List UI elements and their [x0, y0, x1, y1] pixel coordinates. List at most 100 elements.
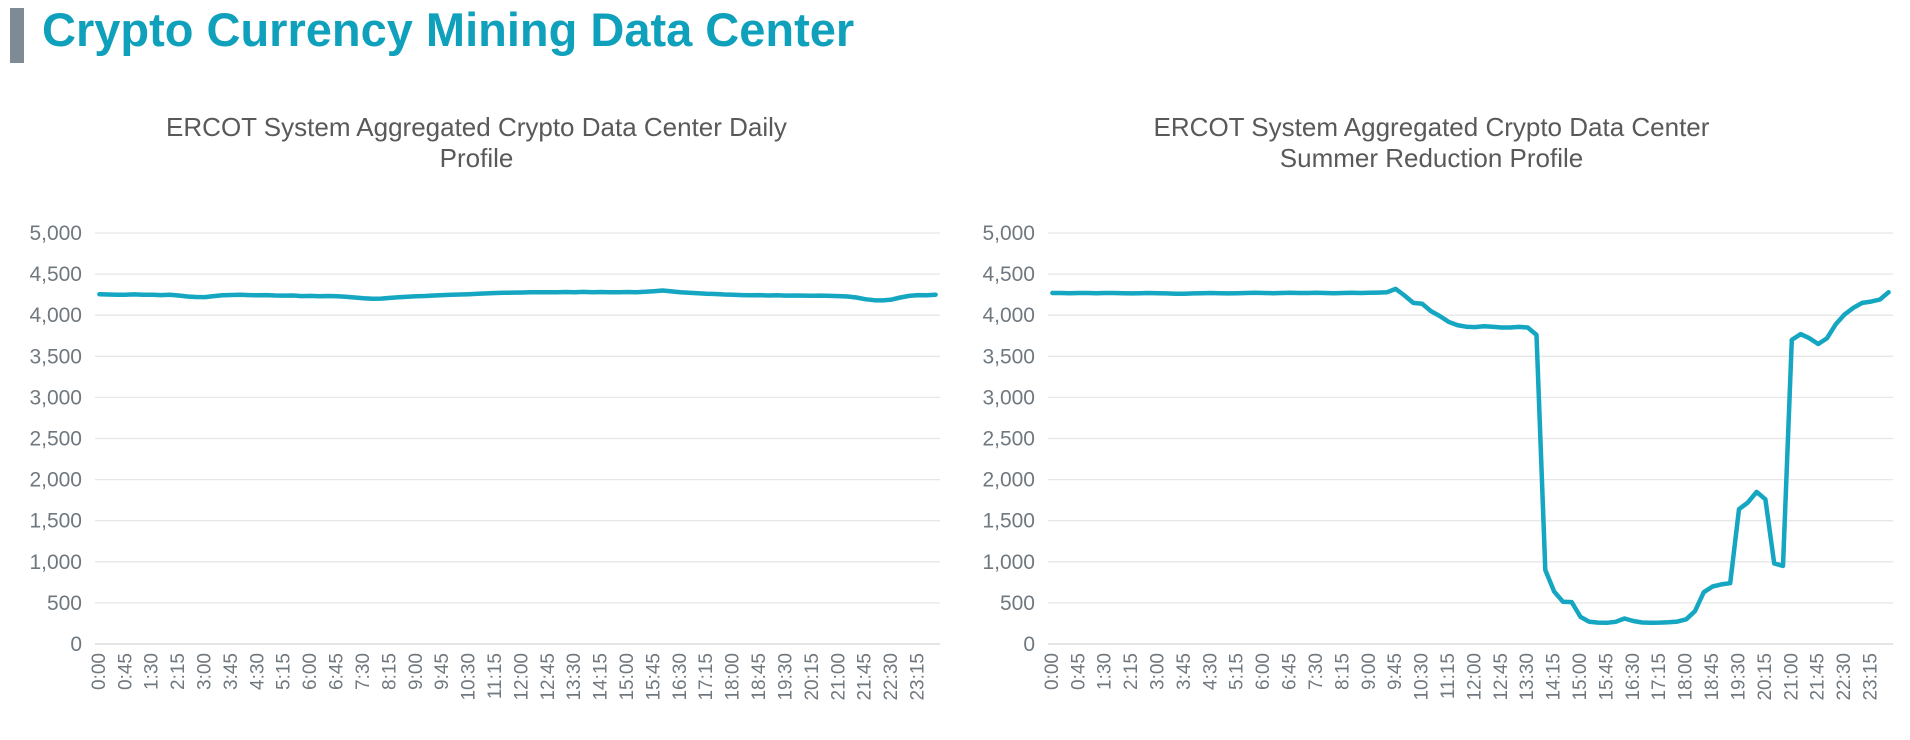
x-tick-label: 3:45: [1174, 653, 1195, 690]
y-tick-label: 4,500: [982, 263, 1035, 286]
y-tick-label: 1,500: [982, 510, 1035, 533]
x-tick-label: 19:30: [1728, 653, 1749, 701]
x-tick-label: 0:00: [1042, 653, 1063, 690]
x-tick-label: 20:15: [802, 653, 823, 701]
y-tick-label: 500: [1000, 592, 1035, 615]
x-tick-label: 8:15: [379, 653, 400, 690]
x-tick-label: 15:00: [1570, 653, 1591, 701]
x-tick-label: 17:15: [1649, 653, 1670, 701]
x-tick-label: 22:30: [1834, 653, 1855, 701]
x-tick-label: 17:15: [696, 653, 717, 701]
x-tick-label: 18:00: [723, 653, 744, 701]
x-tick-label: 16:30: [1623, 653, 1644, 701]
x-tick-label: 13:30: [1517, 653, 1538, 701]
x-tick-label: 6:45: [327, 653, 348, 690]
x-tick-label: 15:45: [643, 653, 664, 701]
x-tick-label: 11:15: [1438, 653, 1459, 699]
x-tick-label: 20:15: [1755, 653, 1776, 701]
x-tick-label: 12:00: [1464, 653, 1485, 701]
x-tick-label: 18:00: [1676, 653, 1697, 701]
y-tick-label: 4,000: [982, 304, 1035, 327]
chart-title-daily-line1: ERCOT System Aggregated Crypto Data Cent…: [166, 112, 787, 142]
x-tick-label: 21:45: [855, 653, 876, 701]
y-tick-label: 2,500: [982, 428, 1035, 451]
y-tick-label: 500: [47, 592, 82, 615]
y-tick-label: 3,500: [982, 345, 1035, 368]
x-tick-label: 9:45: [432, 653, 453, 690]
y-tick-label: 5,000: [29, 222, 82, 245]
y-tick-label: 5,000: [982, 222, 1035, 245]
data-series-line: [1050, 286, 1891, 626]
x-tick-label: 9:00: [1359, 653, 1380, 690]
y-tick-label: 4,000: [29, 304, 82, 327]
chart-title-summer: ERCOT System Aggregated Crypto Data Cent…: [953, 112, 1910, 174]
x-tick-label: 0:00: [89, 653, 110, 690]
x-tick-label: 12:00: [511, 653, 532, 701]
chart-title-summer-line2: Summer Reduction Profile: [1279, 143, 1584, 173]
x-tick-label: 12:45: [1491, 653, 1512, 701]
y-tick-label: 2,500: [29, 428, 82, 451]
y-tick-label: 1,000: [982, 551, 1035, 574]
y-tick-label: 1,000: [29, 551, 82, 574]
x-tick-label: 6:00: [1253, 653, 1274, 690]
x-tick-label: 21:45: [1808, 653, 1829, 701]
x-tick-label: 23:15: [1860, 653, 1881, 701]
x-tick-label: 8:15: [1332, 653, 1353, 690]
chart-title-daily-line2: Profile: [439, 143, 514, 173]
x-tick-label: 3:45: [221, 653, 242, 690]
x-tick-label: 0:45: [115, 653, 136, 690]
chart-daily-profile: ERCOT System Aggregated Crypto Data Cent…: [0, 105, 953, 740]
x-tick-label: 14:15: [1544, 653, 1565, 701]
x-tick-label: 6:45: [1280, 653, 1301, 690]
chart-summer-reduction-profile: ERCOT System Aggregated Crypto Data Cent…: [953, 105, 1910, 740]
chart-title-summer-line1: ERCOT System Aggregated Crypto Data Cent…: [1153, 112, 1710, 142]
x-tick-label: 3:00: [195, 653, 216, 690]
x-tick-label: 13:30: [564, 653, 585, 701]
x-tick-label: 22:30: [881, 653, 902, 701]
y-tick-label: 0: [70, 633, 82, 656]
daily-profile-plot: 0 500 1,000 1,500 2,000 2,500 3,000 3,500 4,000 4…: [29, 222, 940, 701]
page-title: Crypto Currency Mining Data Center: [42, 3, 855, 56]
x-tick-label: 15:00: [617, 653, 638, 701]
x-tick-label: 2:15: [168, 653, 189, 690]
y-tick-label: 2,000: [982, 469, 1035, 492]
x-tick-label: 12:45: [538, 653, 559, 701]
y-tick-label: 2,000: [29, 469, 82, 492]
y-tick-label: 3,500: [29, 345, 82, 368]
y-tick-label: 4,500: [29, 263, 82, 286]
x-tick-label: 16:30: [670, 653, 691, 701]
x-tick-label: 19:30: [775, 653, 796, 701]
x-tick-label: 23:15: [907, 653, 928, 701]
x-tick-label: 21:00: [828, 653, 849, 701]
y-tick-label: 0: [1023, 633, 1035, 656]
title-accent-bar: [10, 8, 24, 63]
x-tick-label: 6:00: [300, 653, 321, 690]
chart-title-daily: ERCOT System Aggregated Crypto Data Cent…: [0, 112, 953, 174]
summer-reduction-plot: 0 500 1,000 1,500 2,000 2,500 3,000 3,500 4,000 4…: [982, 222, 1893, 701]
y-tick-label: 3,000: [982, 386, 1035, 409]
x-tick-label: 7:30: [1306, 653, 1327, 690]
y-tick-label: 1,500: [29, 510, 82, 533]
y-tick-label: 3,000: [29, 386, 82, 409]
page-header: Crypto Currency Mining Data Center: [0, 0, 1910, 80]
x-tick-label: 4:30: [1200, 653, 1221, 690]
x-tick-label: 4:30: [247, 653, 268, 690]
x-tick-label: 15:45: [1596, 653, 1617, 701]
x-tick-label: 9:00: [406, 653, 427, 690]
x-tick-label: 7:30: [353, 653, 374, 690]
x-tick-label: 14:15: [591, 653, 612, 701]
data-series-line: [97, 288, 938, 303]
x-tick-label: 18:45: [749, 653, 770, 701]
x-tick-label: 3:00: [1148, 653, 1169, 690]
x-tick-label: 18:45: [1702, 653, 1723, 701]
x-tick-label: 1:30: [1095, 653, 1116, 690]
x-tick-label: 5:15: [1227, 653, 1248, 690]
x-tick-label: 11:15: [485, 653, 506, 699]
x-tick-label: 5:15: [274, 653, 295, 690]
x-tick-label: 21:00: [1781, 653, 1802, 701]
x-tick-label: 1:30: [142, 653, 163, 690]
x-tick-label: 2:15: [1121, 653, 1142, 690]
x-tick-label: 0:45: [1068, 653, 1089, 690]
x-tick-label: 9:45: [1385, 653, 1406, 690]
x-tick-label: 10:30: [1412, 653, 1433, 701]
